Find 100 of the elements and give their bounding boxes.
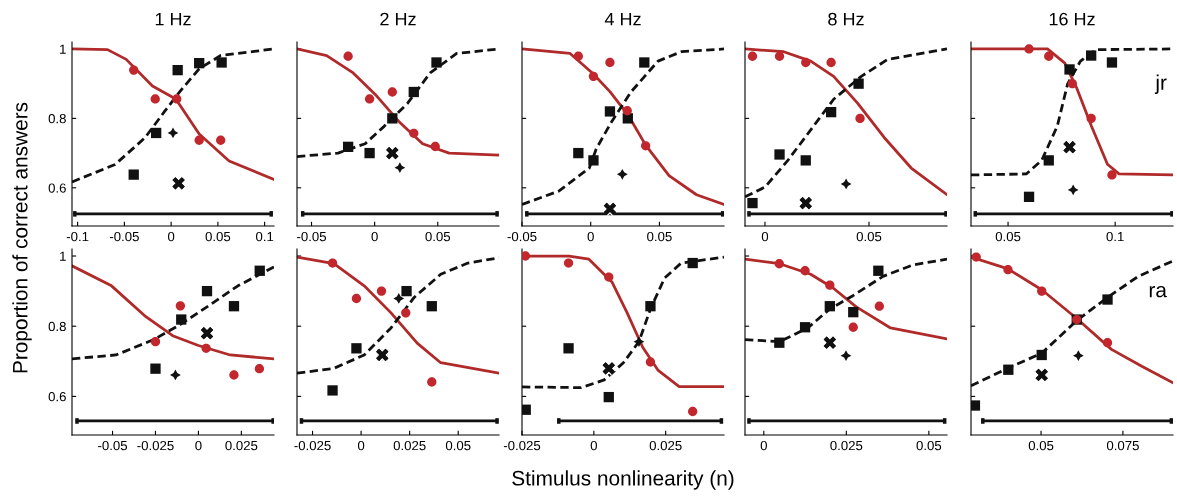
point: [774, 337, 785, 348]
point: [645, 301, 656, 312]
point: [1107, 170, 1117, 180]
annotation: ra: [1149, 285, 1167, 298]
point: [1086, 113, 1096, 124]
point: [604, 106, 616, 117]
x-tick-label: 0: [587, 231, 594, 242]
point: [853, 78, 864, 89]
y-tick-label: 0.6: [48, 183, 66, 193]
point: [588, 71, 599, 82]
chart-title: 16 Hz: [1049, 12, 1095, 26]
point: [1036, 349, 1047, 361]
point: [327, 258, 338, 268]
x-tick-label: -0.025: [137, 440, 174, 451]
point: [840, 350, 852, 362]
x-tick-label: -0.1: [66, 231, 89, 242]
x-tick-label: -0.025: [503, 440, 541, 451]
point: [1086, 50, 1097, 61]
point: [167, 127, 179, 139]
point: [824, 301, 835, 312]
point: [128, 169, 139, 180]
point: [216, 135, 226, 145]
point: [573, 147, 584, 159]
x-tick-label: 0: [195, 440, 202, 451]
point: [1067, 184, 1079, 196]
point: [825, 106, 837, 118]
point: [1102, 338, 1113, 348]
point: [431, 57, 442, 68]
annotation: jr: [1154, 74, 1167, 95]
point: [633, 336, 645, 348]
point: [408, 86, 419, 98]
x-tick-label: 0: [760, 440, 767, 451]
chart-title: 1 Hz: [155, 12, 191, 26]
point: [825, 280, 835, 290]
x-tick-label: 0.025: [830, 440, 863, 451]
x-tick-label: -0.05: [98, 440, 128, 451]
point: [351, 293, 362, 304]
x-tick-label: 0.05: [647, 231, 672, 242]
point: [563, 258, 574, 268]
point: [228, 301, 240, 312]
point: [351, 343, 362, 354]
point: [774, 51, 785, 61]
point: [874, 301, 884, 311]
x-tick-label: 0.05: [445, 440, 471, 451]
point: [201, 343, 211, 353]
point: [194, 58, 205, 69]
point: [603, 391, 614, 403]
point: [1003, 265, 1013, 275]
x-tick-label: 0: [590, 440, 597, 451]
point: [848, 322, 858, 332]
point: [873, 265, 884, 276]
point: [1003, 364, 1014, 375]
x-tick-label: 0: [371, 231, 378, 242]
x-tick-label: 0.025: [649, 440, 682, 451]
point: [1064, 64, 1075, 75]
x-tick-label: 0.05: [856, 231, 882, 242]
point: [216, 57, 227, 68]
point: [387, 87, 397, 97]
y-tick-label: 1: [60, 251, 66, 261]
point: [342, 141, 354, 152]
point: [1067, 79, 1077, 89]
point: [150, 94, 160, 104]
point: [588, 155, 599, 166]
x-tick-label: 0.075: [1106, 440, 1139, 451]
point: [401, 308, 411, 318]
point: [774, 149, 785, 160]
x-axis-title: Stimulus nonlinearity (n): [512, 470, 734, 490]
point: [172, 64, 183, 76]
point: [364, 94, 375, 104]
x-tick-label: -0.025: [294, 440, 331, 451]
point: [1106, 57, 1118, 68]
point: [563, 343, 574, 354]
point: [622, 106, 632, 116]
point: [848, 307, 859, 318]
point: [800, 266, 810, 276]
point: [800, 155, 811, 166]
point: [801, 57, 811, 68]
point: [639, 57, 650, 68]
x-tick-label: -0.05: [507, 231, 537, 242]
point: [1043, 155, 1054, 166]
point: [254, 265, 265, 276]
point: [687, 257, 698, 269]
point: [604, 272, 614, 282]
point: [376, 286, 387, 296]
point: [343, 51, 353, 61]
point: [799, 322, 811, 333]
point: [150, 363, 161, 374]
x-tick-label: 0.05: [1028, 440, 1054, 451]
point: [176, 314, 187, 325]
x-tick-label: 0: [167, 231, 175, 242]
point: [394, 162, 406, 174]
x-tick-label: 0.05: [205, 231, 231, 242]
x-tick-label: 0: [357, 440, 365, 451]
point: [573, 51, 583, 61]
point: [774, 259, 784, 269]
point: [641, 141, 651, 151]
point: [522, 404, 531, 415]
point: [855, 113, 865, 124]
point: [170, 369, 181, 381]
y-tick-label: 0.8: [48, 113, 66, 124]
